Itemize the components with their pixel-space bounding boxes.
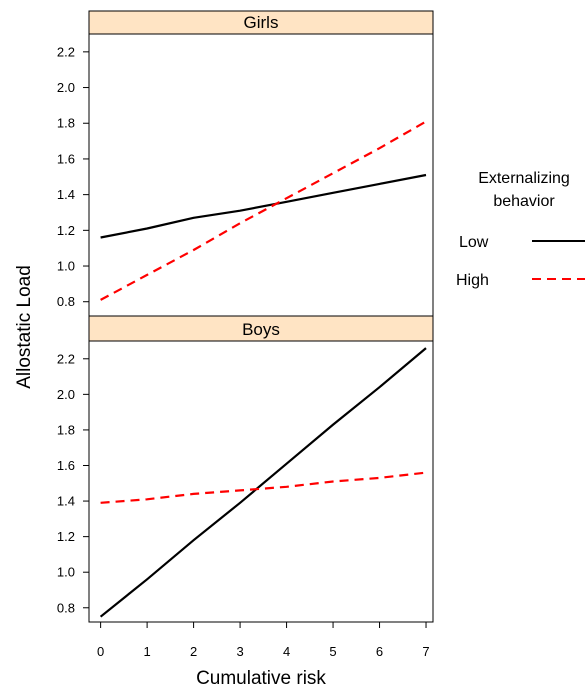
- legend: Externalizing behavior Low High: [456, 170, 585, 289]
- y-tick-label-girls: 0.8: [57, 294, 75, 309]
- y-tick-label-girls: 2.2: [57, 44, 75, 59]
- y-tick-label-girls: 1.4: [57, 187, 75, 202]
- legend-title-line1: Externalizing: [478, 170, 570, 187]
- y-tick-label-girls: 2.0: [57, 80, 75, 95]
- strip-label-girls: Girls: [244, 13, 279, 32]
- x-tick-label: 2: [190, 644, 197, 659]
- y-tick-label-boys: 2.2: [57, 351, 75, 366]
- legend-label-high: High: [456, 272, 489, 289]
- plot-frame-boys: [88, 340, 434, 623]
- strip-boys: [88, 315, 434, 342]
- plot-frame-girls: [88, 33, 434, 317]
- panels-layer: Girls 0.8 1.0 1.2 1.4 1.6 1.8 2.0 2.2 Boys 0.8 1.0 1…: [57, 10, 434, 623]
- x-tick-label: 4: [283, 644, 290, 659]
- y-axis-title: Allostatic Load: [14, 265, 35, 389]
- x-tick-label: 5: [329, 644, 336, 659]
- series-line-girls-low: [100, 173, 427, 239]
- y-tick-label-boys: 0.8: [57, 600, 75, 615]
- legend-title-line2: behavior: [493, 193, 555, 210]
- series-line-boys-low: [99, 347, 427, 618]
- panel-girls: Girls 0.8 1.0 1.2 1.4 1.6 1.8 2.0 2.2: [57, 10, 434, 317]
- series-line-boys-high: [100, 471, 427, 504]
- series-line-girls-high: [100, 120, 427, 301]
- axis-layer: 0 1 2 3 4 5 6 7: [97, 622, 430, 659]
- y-tick-label-boys: 1.2: [57, 529, 75, 544]
- x-tick-label: 3: [236, 644, 243, 659]
- y-tick-label-boys: 1.0: [57, 565, 75, 580]
- strip-label-boys: Boys: [242, 320, 280, 339]
- x-tick-label: 0: [97, 644, 104, 659]
- x-axis-title: Cumulative risk: [196, 668, 326, 689]
- x-tick-label: 1: [143, 644, 150, 659]
- panel-boys: Boys 0.8 1.0 1.2 1.4 1.6 1.8 2.0 2.2: [57, 315, 434, 623]
- x-tick-label: 6: [376, 644, 383, 659]
- y-tick-label-girls: 1.0: [57, 259, 75, 274]
- y-tick-label-girls: 1.8: [57, 116, 75, 131]
- y-tick-label-boys: 1.6: [57, 458, 75, 473]
- y-tick-label-girls: 1.6: [57, 151, 75, 166]
- x-tick-label: 7: [422, 644, 429, 659]
- y-tick-label-boys: 2.0: [57, 387, 75, 402]
- y-tick-label-boys: 1.4: [57, 494, 75, 509]
- y-tick-label-boys: 1.8: [57, 422, 75, 437]
- y-tick-label-girls: 1.2: [57, 223, 75, 238]
- legend-label-low: Low: [459, 234, 489, 251]
